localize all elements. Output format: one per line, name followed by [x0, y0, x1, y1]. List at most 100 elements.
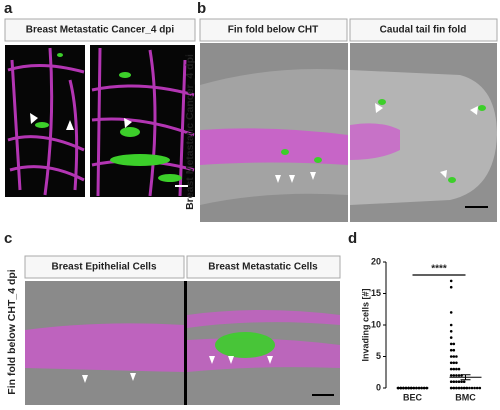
data-point: [478, 386, 482, 390]
data-point: [449, 323, 453, 327]
data-point: [449, 348, 453, 352]
data-point: [449, 386, 453, 390]
arrowhead: [289, 175, 295, 183]
data-point: [468, 386, 471, 390]
data-point: [449, 361, 453, 365]
cell: [57, 53, 63, 57]
cell: [215, 332, 275, 358]
header: Breast Metastatic Cancer_4 dpi: [26, 25, 175, 36]
data-point: [460, 386, 463, 390]
data-point: [449, 374, 453, 377]
y-tick-label: 5: [376, 351, 381, 361]
data-point: [462, 380, 466, 384]
data-point: [449, 355, 453, 358]
data-point: [457, 374, 461, 377]
micrograph: [25, 281, 185, 405]
data-point: [460, 380, 463, 384]
vessel: [91, 47, 195, 197]
micrograph: [200, 43, 348, 222]
header-box: [199, 18, 348, 42]
panel-label: a: [4, 0, 13, 17]
cell: [314, 157, 322, 163]
data-point: [455, 367, 458, 371]
data-point: [449, 285, 453, 289]
data-point: [457, 386, 461, 390]
header: Breast Metastatic Cells: [208, 262, 318, 273]
data-point: [475, 386, 479, 390]
panel-label: b: [197, 0, 206, 17]
cell: [478, 105, 486, 111]
header-box: [186, 255, 341, 279]
data-point: [449, 311, 453, 314]
cell: [158, 174, 182, 182]
arrowhead: [30, 113, 38, 124]
header-box: [349, 18, 498, 42]
data-point: [449, 279, 453, 283]
header: Breast Epithelial Cells: [51, 262, 156, 273]
arrowhead: [275, 175, 281, 183]
arrowhead: [228, 356, 234, 364]
cell: [110, 154, 170, 166]
arrowhead: [375, 103, 383, 113]
data-point: [449, 367, 453, 371]
micrograph: [90, 45, 195, 197]
header: Caudal tail fin fold: [380, 25, 467, 36]
y-tick-label: 10: [371, 319, 381, 329]
micrograph: [5, 45, 85, 197]
cell: [378, 99, 386, 105]
cell: [120, 127, 140, 137]
data-point: [455, 380, 458, 384]
side-label: Fin fold below CHT_4 dpi: [6, 269, 18, 394]
vessel: [25, 323, 185, 372]
header: Fin fold below CHT: [228, 25, 319, 36]
y-tick-label: 0: [376, 382, 381, 392]
data-point: [465, 386, 469, 390]
data-point: [452, 348, 456, 352]
data-point: [452, 380, 456, 384]
data-point: [455, 361, 458, 365]
data-point: [449, 336, 453, 339]
x-tick-label: BEC: [403, 392, 423, 402]
data-point: [452, 367, 456, 371]
data-point: [452, 374, 456, 377]
arrowhead: [66, 120, 74, 130]
vessel: [200, 128, 348, 165]
data-point: [449, 380, 453, 384]
arrowhead: [440, 170, 447, 178]
cell: [35, 122, 49, 128]
data-point: [455, 374, 458, 377]
arrowhead: [310, 172, 316, 180]
side-label: Breast Metastatic Cancer_4 dpi: [184, 54, 196, 210]
arrowhead: [209, 356, 215, 364]
data-point: [449, 342, 453, 346]
data-point: [449, 330, 453, 333]
micrograph: [350, 43, 497, 222]
data-point: [455, 355, 458, 358]
y-axis-label: Invading cells [#]: [360, 288, 370, 361]
x-tick-label: BMC: [455, 392, 476, 402]
cell: [281, 149, 289, 155]
micrograph: [187, 281, 340, 405]
header-box: [4, 18, 196, 42]
arrowhead: [124, 118, 132, 128]
data-point: [452, 386, 456, 390]
arrowhead: [267, 356, 273, 364]
cell: [448, 177, 456, 183]
data-point: [473, 386, 476, 390]
panel-label: c: [4, 230, 12, 247]
arrowhead: [130, 373, 136, 381]
data-point: [452, 342, 456, 346]
significance: ****: [431, 264, 447, 275]
y-tick-label: 20: [371, 256, 381, 266]
vessel: [7, 47, 85, 196]
panel-label: d: [348, 230, 357, 247]
data-point: [462, 386, 466, 390]
data-point: [457, 380, 461, 384]
data-point: [452, 355, 456, 358]
y-tick-label: 15: [371, 288, 381, 298]
arrowhead: [470, 106, 478, 115]
cell: [119, 72, 131, 78]
data-point: [457, 367, 461, 371]
data-point: [452, 361, 456, 365]
